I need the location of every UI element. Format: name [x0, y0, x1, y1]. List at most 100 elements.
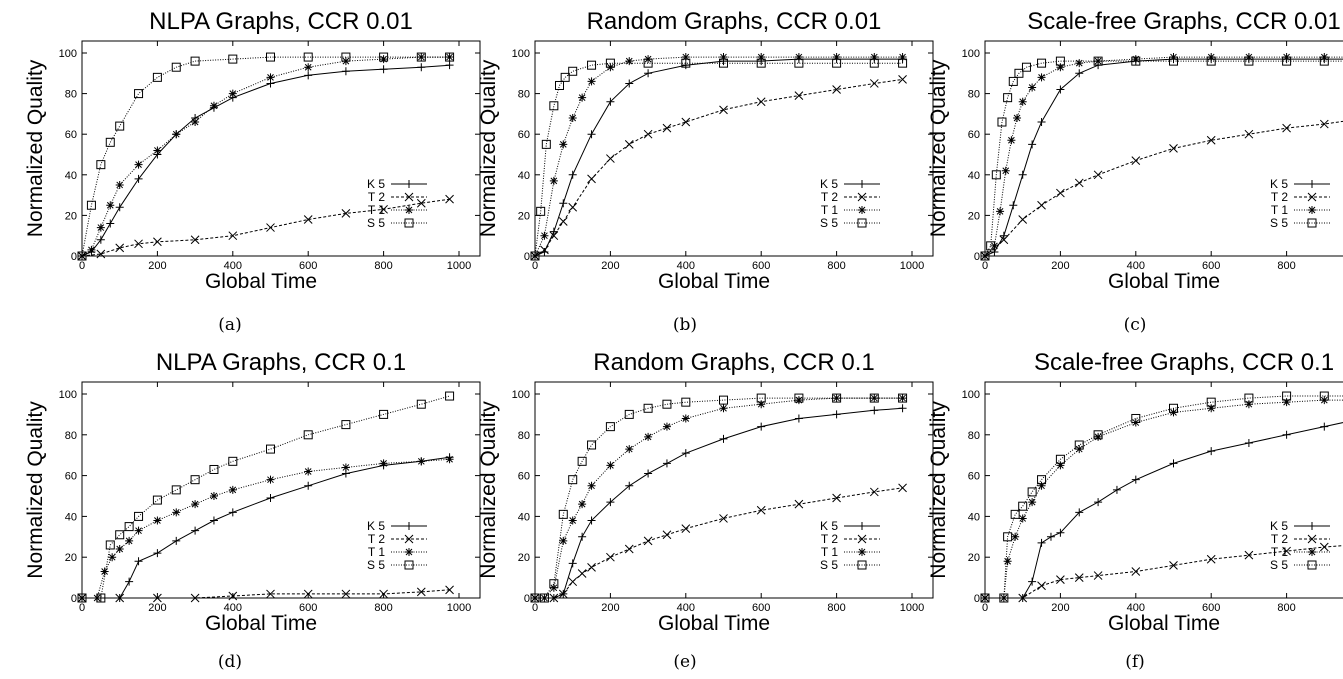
data-point: [303, 215, 313, 224]
data-point: [134, 526, 143, 535]
legend-marker: [1307, 560, 1317, 570]
series-k5: [981, 422, 1343, 602]
data-point: [77, 593, 87, 603]
data-point: [341, 52, 351, 62]
series-k5: [981, 55, 1343, 260]
series-line: [81, 64, 450, 257]
data-point: [568, 202, 578, 212]
y-axis-label: Normalized Quality: [24, 401, 47, 579]
data-point: [1112, 485, 1121, 494]
legend-label: T 1: [368, 203, 385, 217]
series-line: [984, 60, 1343, 257]
data-point: [134, 239, 143, 249]
data-point: [1093, 571, 1103, 580]
y-tick-label: 80: [968, 430, 980, 442]
data-point: [756, 505, 766, 515]
x-tick-label: 200: [1051, 260, 1069, 272]
data-point: [77, 251, 87, 261]
data-point: [115, 545, 124, 554]
data-point: [794, 58, 804, 68]
data-point: [719, 404, 728, 413]
y-tick-label: 20: [968, 210, 980, 222]
data-point: [1244, 393, 1254, 403]
x-tick-label: 0: [532, 602, 538, 614]
data-point: [266, 589, 275, 599]
x-tick-label: 600: [752, 260, 770, 272]
data-point: [1074, 573, 1084, 582]
data-point: [898, 53, 907, 62]
y-tick-label: 40: [968, 170, 980, 182]
data-point: [190, 56, 200, 66]
y-axis-label: Normalized Quality: [927, 59, 950, 237]
x-tick-label: 200: [1051, 602, 1069, 614]
data-point: [1010, 509, 1020, 519]
data-point: [304, 63, 313, 72]
y-tick-label: 100: [59, 48, 77, 60]
y-tick-label: 60: [518, 129, 530, 141]
data-point: [1037, 538, 1046, 547]
data-point: [341, 589, 351, 599]
data-point: [100, 567, 109, 576]
legend-label: K 5: [367, 519, 385, 533]
data-point: [1319, 56, 1329, 66]
data-point: [559, 536, 568, 545]
data-point: [794, 53, 803, 62]
data-point: [1055, 454, 1065, 464]
data-point: [541, 139, 551, 149]
data-point: [191, 526, 200, 535]
legend-marker: [1307, 192, 1317, 202]
data-point: [559, 140, 568, 149]
legend: K 5T 2T 1S 5: [820, 519, 880, 572]
legend-label: T 2: [368, 190, 385, 204]
legend-marker: [1308, 206, 1316, 214]
legend: K 5T 2T 1S 5: [820, 177, 880, 230]
data-point: [1055, 56, 1065, 66]
data-point: [1028, 577, 1037, 586]
legend-label: S 5: [1270, 216, 1288, 230]
x-tick-label: 1000: [900, 260, 924, 272]
data-point: [153, 593, 162, 603]
data-point: [153, 237, 162, 247]
data-point: [794, 393, 804, 403]
x-tick-label: 0: [532, 260, 538, 272]
legend-label: T 1: [821, 545, 838, 559]
data-point: [681, 414, 690, 423]
data-point: [530, 593, 540, 603]
data-point: [794, 91, 804, 100]
data-point: [1319, 542, 1329, 552]
data-point: [606, 154, 615, 163]
y-tick-label: 80: [518, 89, 530, 101]
data-point: [898, 404, 907, 413]
data-point: [416, 587, 426, 597]
data-point: [152, 72, 162, 82]
data-point: [115, 593, 125, 603]
x-tick-label: 400: [1127, 602, 1145, 614]
data-point: [1028, 83, 1037, 92]
data-point: [549, 176, 558, 185]
y-tick-label: 100: [59, 389, 77, 401]
data-point: [96, 160, 106, 170]
series-t2: [980, 542, 1343, 603]
data-point: [1075, 508, 1084, 517]
data-point: [190, 235, 200, 245]
y-axis-label: Normalized Quality: [477, 59, 500, 237]
legend-label: T 1: [368, 545, 385, 559]
y-tick-label: 60: [968, 129, 980, 141]
data-point: [719, 53, 728, 62]
data-point: [624, 139, 634, 149]
data-point: [662, 422, 671, 431]
x-tick-label: 600: [1202, 260, 1220, 272]
data-point: [577, 569, 587, 578]
legend-label: K 5: [1270, 177, 1288, 191]
data-point: [578, 532, 587, 541]
data-point: [577, 456, 587, 466]
data-point: [540, 245, 549, 255]
data-point: [115, 121, 125, 131]
data-point: [558, 509, 568, 519]
data-point: [794, 396, 803, 405]
data-point: [304, 467, 313, 476]
data-point: [719, 434, 728, 443]
y-tick-label: 20: [518, 210, 530, 222]
x-tick-label: 600: [299, 260, 317, 272]
data-point: [1169, 56, 1178, 66]
